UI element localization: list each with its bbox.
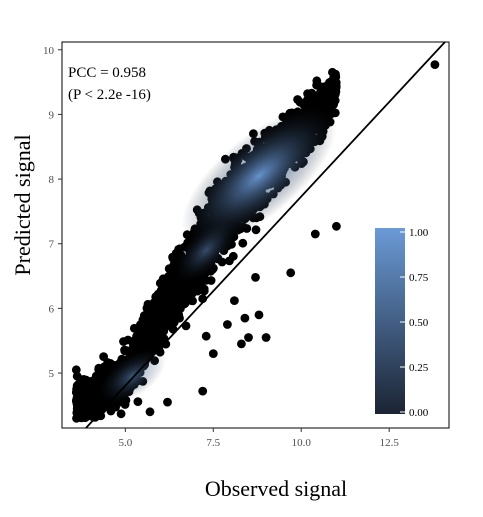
x-axis-ticks: 5.0 7.5 10.0 12.5 — [118, 428, 399, 449]
scatter-point — [154, 338, 164, 348]
scatter-point — [116, 409, 126, 419]
scatter-point — [80, 413, 90, 423]
outlier-point — [208, 349, 218, 358]
scatter-point — [106, 359, 115, 368]
scatter-point — [238, 238, 248, 248]
outlier-point — [251, 273, 260, 282]
colorbar-tick-label: 0.75 — [409, 272, 429, 284]
outlier-point — [230, 296, 239, 305]
outlier-point — [244, 333, 253, 342]
colorbar-tick-label: 0.50 — [409, 317, 429, 329]
regression-line — [84, 42, 447, 428]
scatter-point — [143, 299, 153, 309]
outlier-point — [201, 331, 211, 341]
density-contour — [181, 107, 337, 245]
scatter-point — [156, 321, 166, 331]
scatter-point — [225, 256, 234, 266]
y-axis-title: Predicted signal — [10, 134, 35, 275]
y-tick-label: 7 — [49, 239, 55, 251]
scatter-point — [146, 320, 156, 330]
x-tick-label: 7.5 — [206, 437, 220, 449]
colorbar-legend: 1.00 0.75 0.50 0.25 0.00 — [375, 227, 429, 419]
outlier-point — [223, 320, 232, 329]
scatter-point — [157, 330, 167, 339]
outlier-point — [286, 268, 296, 278]
scatter-point — [85, 393, 95, 403]
annotation-pvalue: (P < 2.2e -16) — [68, 87, 151, 103]
y-tick-label: 10 — [43, 45, 55, 57]
outlier-point — [237, 339, 246, 349]
colorbar — [375, 228, 405, 414]
annotation-pcc: PCC = 0.958 — [68, 65, 146, 81]
scatter-point — [312, 80, 321, 90]
density-contour — [99, 349, 166, 404]
scatter-point — [320, 82, 329, 92]
outlier-point — [332, 221, 341, 231]
scatter-point — [94, 363, 104, 373]
scatter-point — [331, 82, 341, 91]
outlier-point — [198, 386, 208, 396]
scatter-point — [111, 402, 120, 412]
scatter-point — [72, 408, 82, 418]
scatter-point — [161, 310, 171, 320]
y-tick-label: 8 — [49, 174, 55, 186]
scatter-point — [79, 375, 89, 385]
scatter-point — [193, 286, 202, 296]
colorbar-tick-label: 0.00 — [409, 407, 429, 419]
outlier-point — [163, 397, 172, 407]
scatter-point — [71, 365, 81, 375]
scatter-point — [165, 282, 175, 292]
scatter-point — [136, 326, 146, 336]
scatter-point — [139, 311, 149, 320]
scatter-point — [136, 333, 146, 343]
scatter-point — [175, 304, 185, 314]
scatter-point — [152, 295, 162, 305]
scatter-point — [85, 381, 95, 391]
scatter-point — [328, 93, 337, 103]
density-contour — [174, 218, 238, 282]
scatter-point — [321, 92, 331, 102]
scatter-point — [199, 286, 209, 296]
scatter-point — [175, 294, 185, 304]
scatter-point — [166, 275, 176, 285]
outlier-point — [240, 313, 250, 323]
scatter-point — [196, 279, 206, 289]
outlier-point — [254, 310, 264, 320]
scatter-point — [310, 92, 319, 101]
colorbar-tick-label: 1.00 — [409, 227, 429, 239]
scatter-point — [90, 402, 100, 412]
scatter-point — [99, 352, 108, 361]
density-contours — [99, 107, 337, 404]
scatter-point — [133, 397, 143, 406]
x-axis-title: Observed signal — [205, 476, 347, 501]
x-tick-label: 12.5 — [380, 437, 400, 449]
outlier-point — [430, 60, 440, 69]
x-tick-label: 5.0 — [118, 437, 132, 449]
y-tick-label: 6 — [49, 303, 55, 315]
outlier-point — [145, 407, 155, 417]
scatter-point — [168, 289, 178, 299]
scatter-point — [72, 395, 82, 404]
scatter-point — [122, 346, 131, 355]
outlier-point — [261, 333, 271, 342]
x-tick-label: 10.0 — [292, 437, 312, 449]
scatter-point — [303, 95, 312, 104]
y-tick-label: 5 — [49, 368, 55, 380]
y-tick-label: 9 — [49, 109, 55, 121]
colorbar-tick-label: 0.25 — [409, 362, 429, 374]
colorbar-ticks: 1.00 0.75 0.50 0.25 0.00 — [400, 227, 429, 419]
scatter-point — [123, 335, 133, 345]
y-axis-ticks: 5 6 7 8 9 10 — [43, 45, 62, 380]
outlier-point — [310, 229, 320, 239]
scatter-point — [75, 386, 85, 395]
